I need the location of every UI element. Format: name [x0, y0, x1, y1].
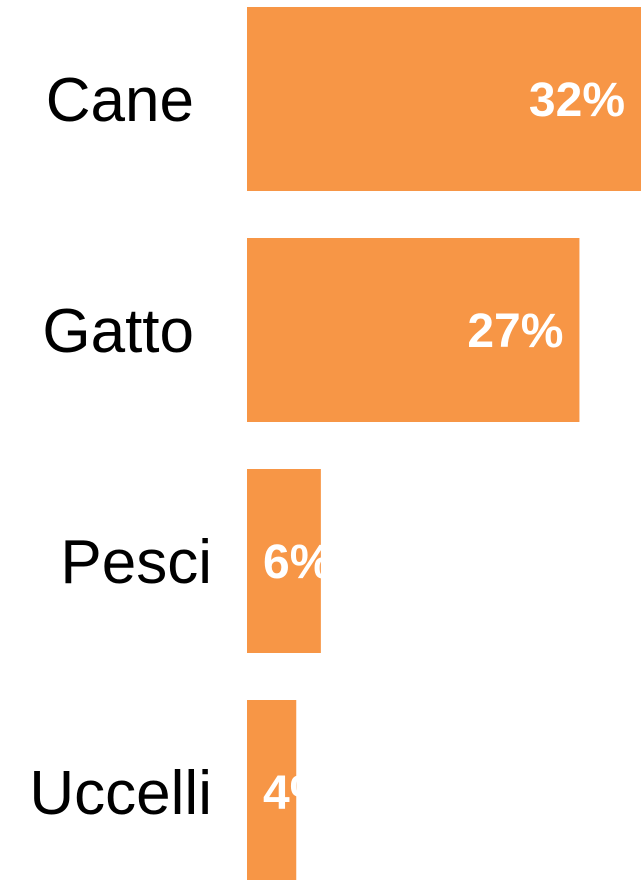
bar-uccelli: [247, 700, 297, 880]
value-label-pesci: 6%: [263, 536, 332, 589]
category-label-uccelli: Uccelli: [29, 759, 212, 828]
value-label-cane: 32%: [529, 74, 625, 127]
bars: 32% 27% 6% 4%: [247, 7, 641, 880]
value-label-gatto: 27%: [467, 305, 563, 358]
category-label-cane: Cane: [46, 66, 194, 135]
category-label-pesci: Pesci: [60, 528, 212, 597]
bar-gatto: [247, 238, 580, 422]
category-label-gatto: Gatto: [42, 297, 194, 366]
value-label-uccelli: 4%: [263, 767, 332, 820]
bar-pesci: [247, 469, 321, 653]
category-labels: Cane Gatto Pesci Uccelli: [29, 66, 212, 828]
bar-cane: [247, 7, 641, 191]
